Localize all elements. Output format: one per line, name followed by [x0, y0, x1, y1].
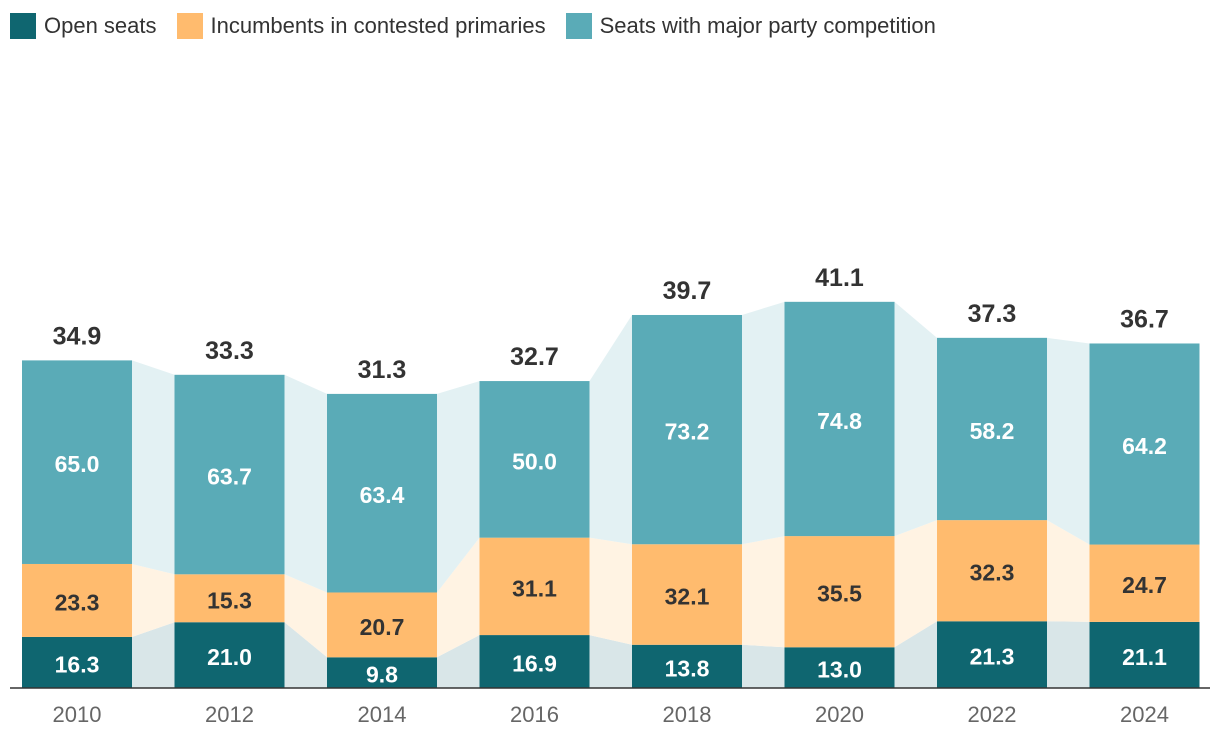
legend-item-incumbents: Incumbents in contested primaries: [176, 13, 546, 39]
band-open-seats-2018: [742, 644, 785, 688]
total-label-2012: 33.3: [205, 337, 254, 365]
x-tick-label-2016: 2016: [510, 702, 559, 727]
x-tick-label-2014: 2014: [358, 702, 407, 727]
bar-open-seats-2018: [632, 644, 742, 688]
bar-incumbents-in-contested-primaries-2016: [479, 537, 590, 636]
band-seats-with-major-party-competition-2018: [742, 301, 785, 545]
bar-open-seats-2022: [937, 621, 1047, 688]
bar-open-seats-2024: [1089, 621, 1200, 688]
band-seats-with-major-party-competition-2010: [132, 360, 175, 575]
band-seats-with-major-party-competition-2012: [284, 374, 327, 593]
data-label-open-seats-2010: 16.3: [55, 651, 100, 677]
data-label-incumbents-in-contested-primaries-2018: 32.1: [665, 584, 710, 610]
band-seats-with-major-party-competition-2020: [894, 301, 937, 537]
bar-incumbents-in-contested-primaries-2014: [327, 592, 437, 658]
bar-open-seats-2010: [22, 636, 132, 688]
band-seats-with-major-party-competition-2014: [437, 381, 480, 593]
legend-swatch-open-seats: [10, 13, 36, 39]
band-incumbents-in-contested-primaries-2010: [132, 563, 175, 637]
total-label-2020: 41.1: [815, 264, 864, 292]
total-label-2024: 36.7: [1120, 305, 1169, 333]
data-label-incumbents-in-contested-primaries-2024: 24.7: [1122, 572, 1167, 598]
bar-seats-with-major-party-competition-2022: [937, 337, 1047, 521]
x-tick-label-2010: 2010: [53, 702, 102, 727]
band-open-seats-2012: [284, 622, 327, 688]
total-label-2014: 31.3: [358, 356, 407, 384]
bar-seats-with-major-party-competition-2014: [327, 393, 437, 593]
bar-incumbents-in-contested-primaries-2022: [937, 520, 1047, 622]
band-open-seats-2010: [132, 622, 175, 688]
legend-swatch-major-party: [565, 13, 592, 39]
x-tick-label-2020: 2020: [815, 702, 864, 727]
band-open-seats-2016: [589, 635, 632, 688]
legend-swatch-incumbents: [176, 13, 203, 39]
data-label-seats-with-major-party-competition-2010: 65.0: [55, 451, 100, 477]
data-label-open-seats-2022: 21.3: [970, 644, 1015, 670]
band-incumbents-in-contested-primaries-2022: [1047, 520, 1090, 622]
x-tick-label-2024: 2024: [1120, 702, 1169, 727]
legend-label-incumbents: Incumbents in contested primaries: [210, 13, 546, 38]
data-label-incumbents-in-contested-primaries-2014: 20.7: [360, 614, 405, 640]
x-tick-label-2018: 2018: [663, 702, 712, 727]
band-incumbents-in-contested-primaries-2020: [894, 520, 937, 648]
data-label-incumbents-in-contested-primaries-2022: 32.3: [970, 560, 1015, 586]
band-open-seats-2014: [437, 635, 480, 688]
bar-open-seats-2016: [479, 635, 590, 688]
bar-seats-with-major-party-competition-2020: [784, 301, 895, 537]
data-label-open-seats-2018: 13.8: [665, 655, 710, 681]
band-open-seats-2022: [1047, 621, 1090, 688]
bar-open-seats-2020: [784, 647, 895, 688]
bar-open-seats-2014: [327, 657, 437, 688]
x-tick-label-2012: 2012: [205, 702, 254, 727]
band-open-seats-2020: [894, 621, 937, 688]
legend-label-open-seats: Open seats: [44, 13, 157, 38]
data-label-seats-with-major-party-competition-2016: 50.0: [512, 448, 557, 474]
data-label-incumbents-in-contested-primaries-2016: 31.1: [512, 575, 557, 601]
bar-open-seats-2012: [174, 622, 285, 688]
bar-incumbents-in-contested-primaries-2024: [1089, 544, 1200, 622]
data-label-open-seats-2014: 9.8: [366, 662, 398, 688]
band-incumbents-in-contested-primaries-2016: [589, 537, 632, 645]
bar-seats-with-major-party-competition-2010: [22, 360, 132, 564]
legend-item-open-seats: Open seats: [10, 13, 157, 39]
total-label-2010: 34.9: [53, 322, 102, 350]
data-label-open-seats-2016: 16.9: [512, 651, 557, 677]
bar-incumbents-in-contested-primaries-2018: [632, 544, 742, 645]
legend-item-major-party: Seats with major party competition: [565, 13, 936, 39]
data-label-seats-with-major-party-competition-2022: 58.2: [970, 418, 1015, 444]
band-incumbents-in-contested-primaries-2012: [284, 574, 327, 658]
data-label-incumbents-in-contested-primaries-2012: 15.3: [207, 587, 252, 613]
data-label-seats-with-major-party-competition-2018: 73.2: [665, 419, 710, 445]
total-label-2018: 39.7: [663, 277, 712, 305]
bar-incumbents-in-contested-primaries-2010: [22, 563, 132, 637]
total-label-2022: 37.3: [968, 300, 1017, 328]
legend: Open seats Incumbents in contested prima…: [10, 10, 936, 42]
bar-seats-with-major-party-competition-2012: [174, 374, 285, 575]
band-seats-with-major-party-competition-2016: [589, 314, 632, 545]
data-label-seats-with-major-party-competition-2012: 63.7: [207, 464, 252, 490]
data-label-seats-with-major-party-competition-2020: 74.8: [817, 408, 862, 434]
total-label-2016: 32.7: [510, 343, 559, 371]
data-label-incumbents-in-contested-primaries-2010: 23.3: [55, 589, 100, 615]
data-label-seats-with-major-party-competition-2014: 63.4: [360, 482, 405, 508]
legend-label-major-party: Seats with major party competition: [599, 13, 936, 38]
data-label-incumbents-in-contested-primaries-2020: 35.5: [817, 581, 862, 607]
x-tick-label-2022: 2022: [968, 702, 1017, 727]
band-incumbents-in-contested-primaries-2018: [742, 536, 785, 648]
data-label-seats-with-major-party-competition-2024: 64.2: [1122, 433, 1167, 459]
bar-seats-with-major-party-competition-2018: [632, 314, 742, 545]
band-seats-with-major-party-competition-2022: [1047, 337, 1090, 545]
data-label-open-seats-2024: 21.1: [1122, 644, 1167, 670]
data-label-open-seats-2020: 13.0: [817, 657, 862, 683]
bar-seats-with-major-party-competition-2016: [479, 381, 590, 538]
bar-incumbents-in-contested-primaries-2012: [174, 574, 285, 623]
data-label-open-seats-2012: 21.0: [207, 644, 252, 670]
bar-seats-with-major-party-competition-2024: [1089, 343, 1200, 545]
band-incumbents-in-contested-primaries-2014: [437, 537, 480, 658]
bar-incumbents-in-contested-primaries-2020: [784, 536, 895, 648]
